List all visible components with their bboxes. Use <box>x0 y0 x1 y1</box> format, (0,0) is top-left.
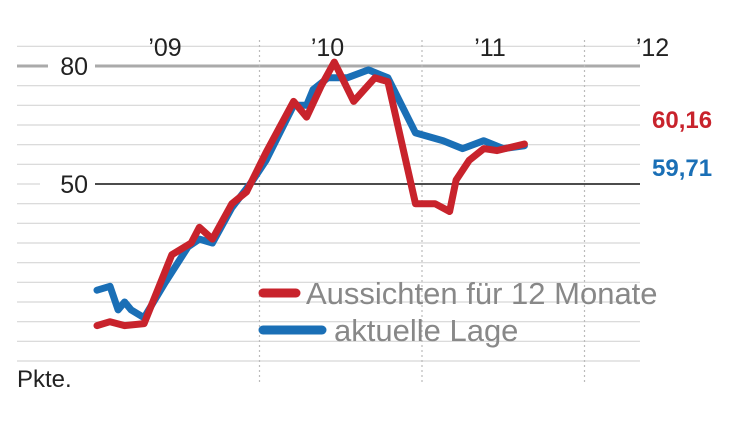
year-label: ’12 <box>636 34 669 62</box>
y-tick-labels: 80 50 <box>60 53 88 199</box>
legend-label: aktuelle Lage <box>334 313 518 348</box>
grid-lines <box>17 45 640 362</box>
year-label: ’11 <box>474 34 506 62</box>
end-labels: 60,16 59,71 <box>652 107 712 182</box>
unit-label: Pkte. <box>17 366 72 393</box>
series-line-aussichten <box>93 58 528 330</box>
legend-label: Aussichten für 12 Monate <box>306 276 658 311</box>
year-label: ’09 <box>148 34 181 62</box>
year-label: ’10 <box>311 34 344 62</box>
end-value-label: 59,71 <box>652 155 712 182</box>
year-labels: ’09 ’10 ’11 ’12 <box>148 34 669 62</box>
year-dividers <box>258 40 586 382</box>
y-tick-label: 50 <box>60 171 88 199</box>
y-tick-label: 80 <box>60 53 88 81</box>
series-lines <box>93 58 528 330</box>
end-value-label: 60,16 <box>652 107 712 134</box>
